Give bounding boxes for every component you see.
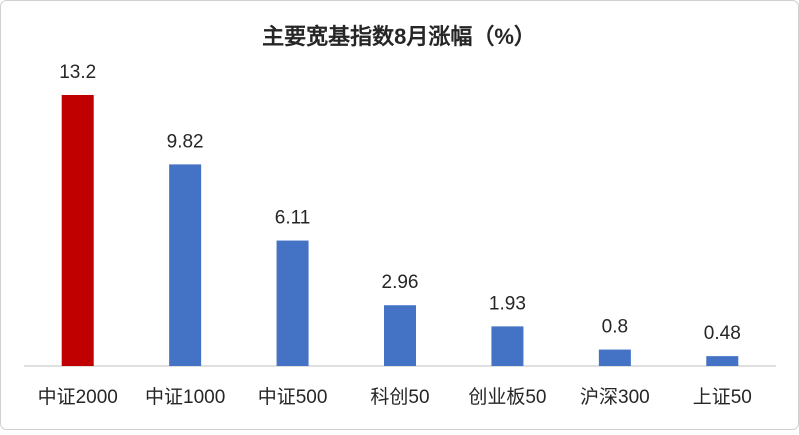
- data-label: 13.2: [59, 62, 96, 83]
- bar: [276, 240, 309, 366]
- x-tick-label: 中证2000: [38, 386, 118, 408]
- data-label: 9.82: [167, 131, 204, 152]
- chart-title: 主要宽基指数8月涨幅（%）: [262, 24, 536, 49]
- x-tick-label: 沪深300: [580, 386, 650, 408]
- data-label: 6.11: [275, 208, 311, 229]
- x-tick-label: 上证50: [693, 386, 752, 408]
- data-label: 1.93: [489, 293, 526, 314]
- x-tick-label: 创业板50: [468, 386, 546, 408]
- x-tick-label: 科创50: [370, 386, 429, 408]
- x-tick-label: 中证500: [258, 386, 328, 408]
- data-label: 0.8: [602, 317, 628, 338]
- bar: [598, 349, 631, 366]
- bar: [384, 305, 416, 366]
- data-label: 0.48: [704, 323, 741, 344]
- bar: [491, 326, 524, 366]
- bar: [61, 95, 94, 366]
- bar: [169, 164, 202, 366]
- x-tick-label: 中证1000: [145, 386, 225, 408]
- bar: [706, 356, 739, 366]
- data-label: 2.96: [382, 272, 419, 293]
